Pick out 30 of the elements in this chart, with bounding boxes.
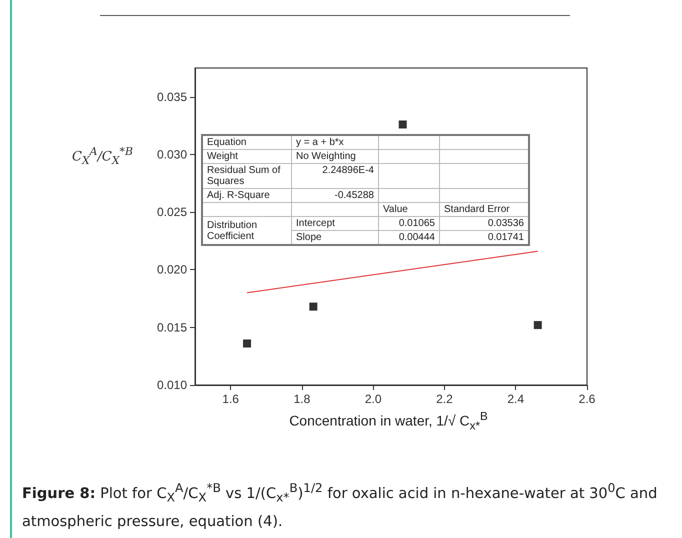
x-tick-label: 2.0	[364, 392, 382, 406]
annotation: -0.45288	[292, 188, 378, 202]
annotation: Weight	[202, 150, 292, 164]
annotation: 2.24896E-4	[292, 164, 378, 188]
x-tick-label: 1.6	[222, 392, 240, 406]
y-tick-label: 0.010	[156, 378, 188, 392]
y-tick-label: 0.020	[156, 262, 188, 277]
x-tick-label: 2.4	[507, 392, 524, 406]
x-tick-label: 2.2	[436, 392, 454, 406]
annotation: Distribution Coefficient	[202, 216, 292, 245]
annotation: Residual Sum of Squares	[202, 164, 292, 188]
annotation: 0.01741	[440, 230, 529, 245]
text: Figure 8: Plot for C$_{X}$$^{A}$/C$_{X}$$^{*B}$ vs 1/(C$_{x*}$$^{B}$)$^{1/2}$ for oxalic acid in n-hexane-water at 30$^{0}$C and atmospheric pressure, equation (4).	[22, 481, 658, 530]
x-tick-label: 1.8	[294, 392, 311, 406]
annotation: Slope	[292, 230, 378, 245]
annotation: Intercept	[292, 216, 378, 230]
annotation: Equation	[202, 135, 292, 150]
y-tick-label: 0.035	[156, 90, 188, 104]
annotation: Value	[378, 202, 440, 216]
annotation: y = a + b*x	[292, 135, 378, 150]
y-tick-label: 0.015	[156, 320, 188, 334]
y-tick-label: 0.030	[156, 147, 188, 162]
annotation: Adj. R-Square	[202, 188, 292, 202]
annotation: Standard Error	[440, 202, 529, 216]
annotation: 0.03536	[440, 216, 529, 230]
y-tick-label: 0.025	[156, 205, 188, 220]
annotation: 0.01065	[378, 216, 440, 230]
annotation: No Weighting	[292, 150, 378, 164]
x-tick-label: 2.6	[578, 392, 596, 406]
annotation: 0.00444	[378, 230, 440, 245]
